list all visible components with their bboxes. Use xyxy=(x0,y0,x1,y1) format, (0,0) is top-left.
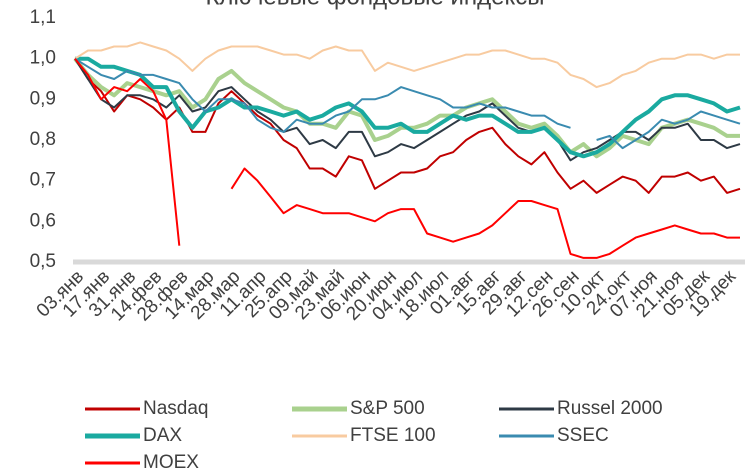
legend-label: SSEC xyxy=(557,425,609,446)
legend-label: DAX xyxy=(143,425,182,446)
legend-label: FTSE 100 xyxy=(350,425,436,446)
legend-label: MOEX xyxy=(143,452,199,473)
series-line xyxy=(73,57,740,159)
y-tick-label: 0,6 xyxy=(30,210,56,231)
series-line xyxy=(74,58,740,259)
legend-label: S&P 500 xyxy=(350,398,425,419)
series-line xyxy=(75,56,741,159)
y-tick-label: 0,8 xyxy=(30,129,56,150)
y-tick-label: 0,7 xyxy=(30,170,56,191)
legend-label: Russel 2000 xyxy=(557,398,663,419)
series-line xyxy=(74,41,740,89)
chart-title: Ключевые фондовые индексы xyxy=(205,0,544,10)
series-line xyxy=(74,58,741,162)
y-tick-label: 0,9 xyxy=(30,88,56,109)
y-tick-label: 1,0 xyxy=(30,48,56,69)
y-tick-label: 0,5 xyxy=(30,251,56,272)
series-line xyxy=(74,57,741,150)
y-tick-label: 1,1 xyxy=(30,7,56,28)
legend-label: Nasdaq xyxy=(143,398,209,419)
